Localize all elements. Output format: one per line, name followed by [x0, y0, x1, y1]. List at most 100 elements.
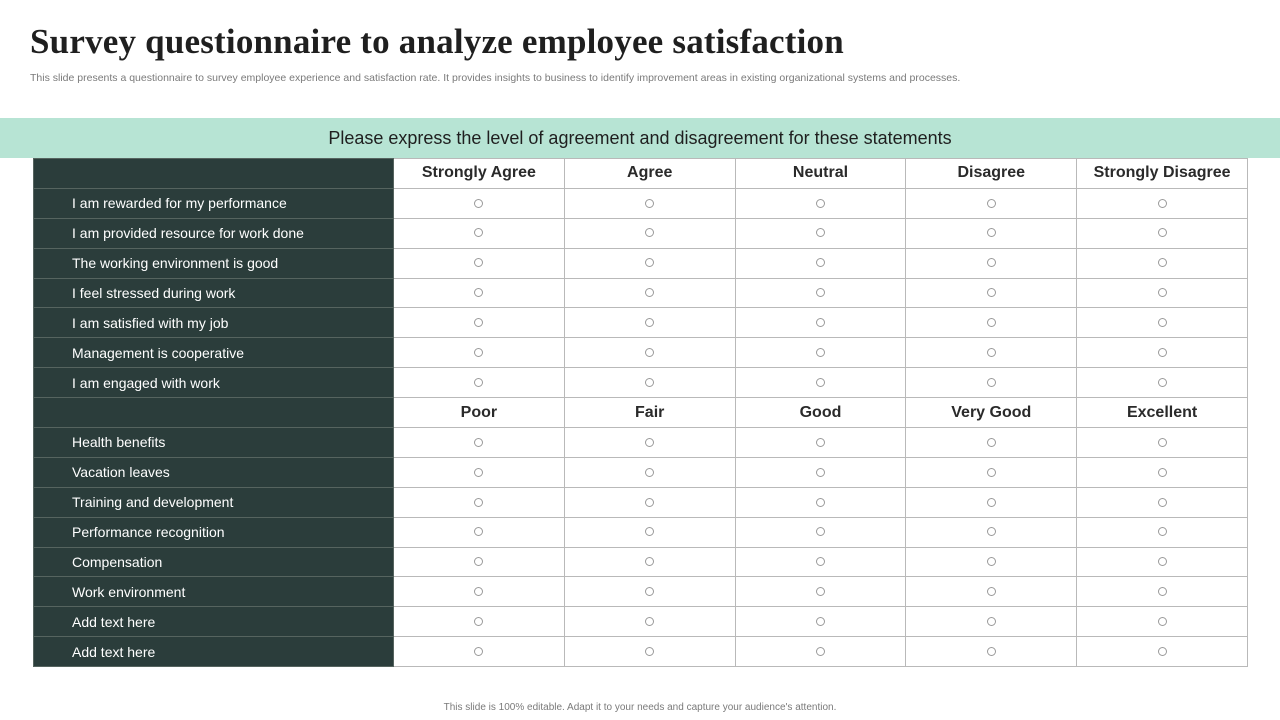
radio-option[interactable] [1157, 288, 1167, 298]
radio-option[interactable] [645, 377, 655, 387]
statement-row: Add text here [33, 606, 1248, 638]
radio-option[interactable] [815, 288, 825, 298]
rating-cell [905, 636, 1078, 668]
radio-option[interactable] [645, 228, 655, 238]
radio-option[interactable] [645, 467, 655, 477]
rating-cell [734, 606, 907, 638]
radio-option[interactable] [815, 348, 825, 358]
rating-cell [563, 636, 736, 668]
radio-option[interactable] [474, 617, 484, 627]
rating-cell [393, 337, 565, 369]
radio-option[interactable] [986, 527, 996, 537]
statement-label: Health benefits [33, 427, 394, 458]
statement-row: Work environment [33, 576, 1248, 608]
radio-option[interactable] [474, 646, 484, 656]
radio-option[interactable] [474, 557, 484, 567]
rating-cell [734, 337, 907, 369]
radio-option[interactable] [986, 467, 996, 477]
radio-option[interactable] [815, 318, 825, 328]
rating-cell [393, 187, 565, 219]
radio-option[interactable] [645, 288, 655, 298]
footer-note: This slide is 100% editable. Adapt it to… [443, 702, 837, 713]
rating-cell [393, 456, 565, 488]
radio-option[interactable] [1157, 497, 1167, 507]
radio-option[interactable] [986, 258, 996, 268]
radio-option[interactable] [815, 228, 825, 238]
radio-option[interactable] [1157, 527, 1167, 537]
radio-option[interactable] [474, 348, 484, 358]
radio-option[interactable] [1157, 557, 1167, 567]
rating-cell [1076, 546, 1248, 578]
radio-option[interactable] [986, 437, 996, 447]
radio-option[interactable] [474, 497, 484, 507]
radio-option[interactable] [1157, 258, 1167, 268]
radio-option[interactable] [986, 288, 996, 298]
radio-option[interactable] [815, 587, 825, 597]
radio-option[interactable] [815, 617, 825, 627]
statement-row: Add text here [33, 636, 1248, 668]
radio-option[interactable] [474, 288, 484, 298]
radio-option[interactable] [1157, 617, 1167, 627]
instruction-banner: Please express the level of agreement an… [0, 118, 1280, 158]
radio-option[interactable] [1157, 587, 1167, 597]
radio-option[interactable] [645, 198, 655, 208]
radio-option[interactable] [645, 437, 655, 447]
radio-option[interactable] [815, 646, 825, 656]
radio-option[interactable] [1157, 318, 1167, 328]
statement-label: Management is cooperative [33, 337, 394, 369]
radio-option[interactable] [815, 467, 825, 477]
radio-option[interactable] [645, 497, 655, 507]
radio-option[interactable] [986, 587, 996, 597]
radio-option[interactable] [986, 617, 996, 627]
radio-option[interactable] [1157, 437, 1167, 447]
statement-label: I feel stressed during work [33, 277, 394, 309]
radio-option[interactable] [986, 348, 996, 358]
radio-option[interactable] [1157, 348, 1167, 358]
radio-option[interactable] [986, 377, 996, 387]
radio-option[interactable] [986, 228, 996, 238]
header-blank-cell [33, 397, 394, 429]
radio-option[interactable] [474, 228, 484, 238]
radio-option[interactable] [815, 198, 825, 208]
radio-option[interactable] [474, 437, 484, 447]
rating-cell [563, 367, 736, 399]
radio-option[interactable] [986, 646, 996, 656]
statement-row: Health benefits [33, 427, 1248, 458]
radio-option[interactable] [1157, 377, 1167, 387]
radio-option[interactable] [986, 198, 996, 208]
radio-option[interactable] [1157, 467, 1167, 477]
radio-option[interactable] [815, 437, 825, 447]
radio-option[interactable] [474, 377, 484, 387]
radio-option[interactable] [645, 587, 655, 597]
radio-option[interactable] [1157, 646, 1167, 656]
radio-option[interactable] [474, 258, 484, 268]
radio-option[interactable] [815, 497, 825, 507]
radio-option[interactable] [645, 527, 655, 537]
radio-option[interactable] [474, 527, 484, 537]
radio-option[interactable] [474, 467, 484, 477]
radio-option[interactable] [645, 617, 655, 627]
radio-option[interactable] [474, 318, 484, 328]
statement-label: Performance recognition [33, 516, 394, 548]
radio-option[interactable] [645, 258, 655, 268]
radio-option[interactable] [815, 258, 825, 268]
radio-option[interactable] [986, 318, 996, 328]
radio-option[interactable] [815, 557, 825, 567]
radio-option[interactable] [815, 527, 825, 537]
rating-cell [563, 307, 736, 339]
radio-option[interactable] [474, 587, 484, 597]
radio-option[interactable] [645, 318, 655, 328]
radio-option[interactable] [645, 646, 655, 656]
radio-option[interactable] [1157, 198, 1167, 208]
rating-cell [1076, 576, 1248, 608]
page-subtitle: This slide presents a questionnaire to s… [30, 72, 961, 84]
radio-option[interactable] [986, 557, 996, 567]
radio-option[interactable] [1157, 228, 1167, 238]
scale-column-header: Agree [563, 158, 736, 189]
radio-option[interactable] [815, 377, 825, 387]
radio-option[interactable] [986, 497, 996, 507]
radio-option[interactable] [645, 557, 655, 567]
survey-table-body: Strongly Agree Agree Neutral Disagree Strong… [33, 158, 1248, 668]
radio-option[interactable] [474, 198, 484, 208]
radio-option[interactable] [645, 348, 655, 358]
